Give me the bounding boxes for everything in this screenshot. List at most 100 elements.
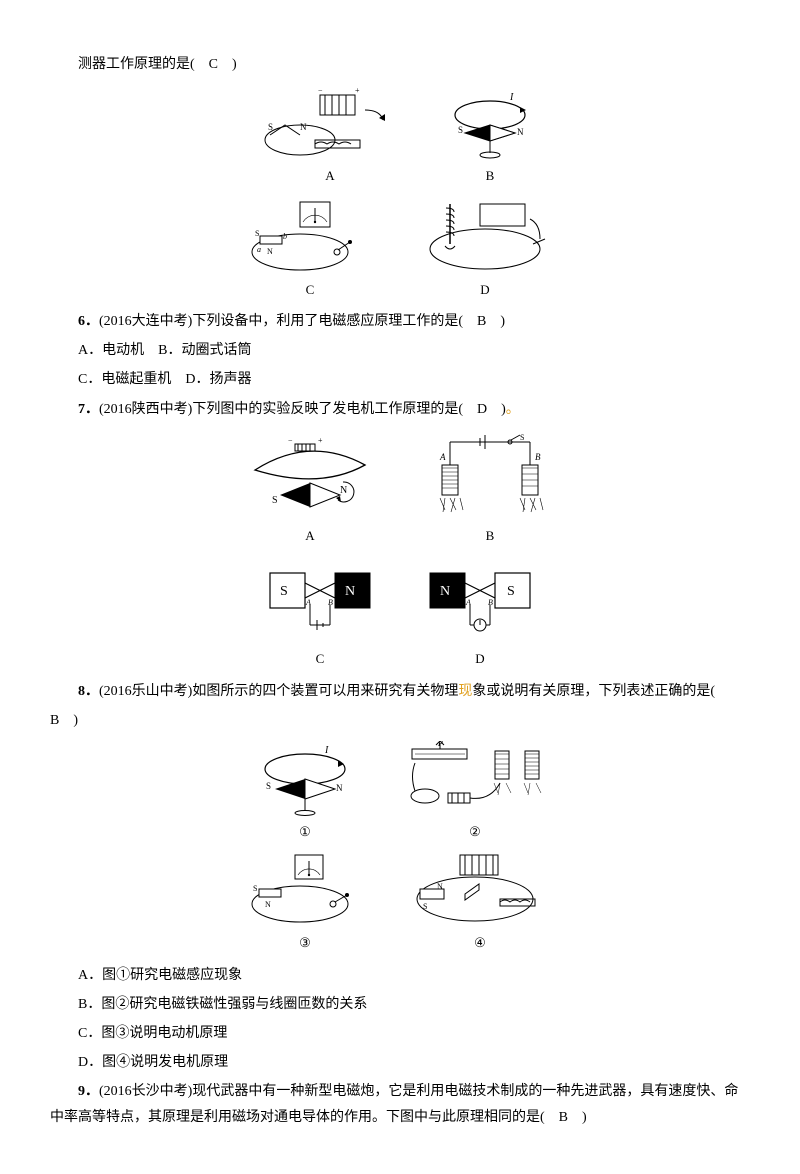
q7-diagram-block: − + S N A S A B	[50, 430, 750, 671]
q7-diag-a: − + S N A	[240, 430, 380, 547]
q8-label-1: ①	[299, 820, 311, 843]
svg-text:S: S	[423, 902, 427, 911]
q8-row2: S N ③ N S ④	[50, 849, 750, 954]
solenoid-crane-icon	[415, 194, 555, 274]
q8-label-4: ④	[474, 931, 486, 954]
q8-answer-line: B )	[50, 708, 750, 733]
q6-src: (2016大连中考)	[99, 314, 192, 329]
motor-battery-icon: N S	[405, 849, 555, 927]
battery-circuit-icon: − + S N	[260, 85, 400, 160]
q5-row2: S N b a C D	[50, 194, 750, 301]
q7-diag-b: S A B B	[420, 430, 560, 547]
svg-text:N: N	[345, 584, 355, 599]
q7-dot: 。	[506, 402, 520, 417]
svg-text:N: N	[336, 783, 343, 793]
svg-text:I: I	[324, 745, 329, 756]
motor-poles-icon: S N A B	[260, 553, 380, 643]
q5-tail: 测器工作原理的是( C )	[50, 52, 750, 77]
q8-diag-2: P ②	[400, 741, 550, 843]
svg-text:A: A	[439, 452, 446, 462]
q5-diagram-block: − + S N A I S N	[50, 85, 750, 301]
svg-text:S: S	[255, 229, 259, 238]
two-solenoid-icon: S A B	[420, 430, 560, 520]
q7-row1: − + S N A S A B	[50, 430, 750, 547]
q7-label-a: A	[305, 524, 314, 547]
q7-label-d: D	[475, 647, 484, 670]
q6-opt-ab: A．电动机 B．动圈式话筒	[50, 338, 750, 363]
q7-row2: S N A B C N S A B	[50, 553, 750, 670]
q8-diag-3: S N ③	[245, 849, 365, 954]
svg-text:B: B	[535, 452, 541, 462]
q9-num: 9．	[78, 1084, 99, 1099]
q6-num: 6．	[78, 314, 99, 329]
q5-diag-d: D	[415, 194, 555, 301]
q5-row1: − + S N A I S N	[50, 85, 750, 187]
q7-label-b: B	[486, 524, 495, 547]
q5-label-c: C	[306, 278, 315, 301]
q8-diag-1: I S N ①	[250, 741, 360, 843]
q8-text1: 如图所示的四个装置可以用来研究有关物理	[192, 684, 458, 699]
svg-text:S: S	[507, 584, 515, 599]
q7-diag-d: N S A B D	[420, 553, 540, 670]
svg-text:N: N	[265, 900, 271, 909]
q8-src: (2016乐山中考)	[99, 684, 192, 699]
svg-text:+: +	[318, 436, 323, 445]
q8-label-2: ②	[469, 820, 481, 843]
q5-diag-a: − + S N A	[260, 85, 400, 187]
svg-text:S: S	[520, 433, 524, 442]
compass-current-icon: I S N	[250, 741, 360, 816]
svg-text:S: S	[266, 781, 271, 791]
q8-opt-d: D．图④说明发电机原理	[50, 1050, 750, 1075]
svg-text:N: N	[300, 122, 307, 132]
svg-text:N: N	[340, 485, 347, 496]
svg-text:b: b	[283, 232, 287, 241]
svg-text:N: N	[440, 584, 450, 599]
svg-text:a: a	[257, 245, 261, 254]
q8-text2: 象或说明有关原理，下列表述正确的是(	[472, 684, 715, 699]
generator-poles-icon: N S A B	[420, 553, 540, 643]
q9-src: (2016长沙中考)	[99, 1084, 192, 1099]
q7-label-c: C	[316, 647, 325, 670]
q6-stem: 6．(2016大连中考)下列设备中，利用了电磁感应原理工作的是( B )	[50, 309, 750, 334]
q7-text: 下列图中的实验反映了发电机工作原理的是( D )	[192, 402, 505, 417]
svg-text:N: N	[517, 127, 524, 137]
q7-src: (2016陕西中考)	[99, 402, 192, 417]
q8-row1: I S N ① P	[50, 741, 750, 843]
induction-meter-icon: S N	[245, 849, 365, 927]
electromagnet-rheostat-icon: P	[400, 741, 550, 816]
q5-label-a: A	[325, 164, 334, 187]
q8-num: 8．	[78, 684, 99, 699]
q7-num: 7．	[78, 402, 99, 417]
q8-opt-c: C．图③说明电动机原理	[50, 1021, 750, 1046]
q8-stem: 8．(2016乐山中考)如图所示的四个装置可以用来研究有关物理现象或说明有关原理…	[50, 679, 750, 704]
compass-loop-icon: − + S N	[240, 430, 380, 520]
q8-label-3: ③	[299, 931, 311, 954]
svg-text:N: N	[267, 247, 273, 256]
q8-opt-b: B．图②研究电磁铁磁性强弱与线圈匝数的关系	[50, 992, 750, 1017]
galvanometer-magnet-icon: S N b a	[245, 194, 375, 274]
q8-opt-a: A．图①研究电磁感应现象	[50, 963, 750, 988]
q5-label-b: B	[486, 164, 495, 187]
svg-text:S: S	[253, 884, 257, 893]
q7-stem: 7．(2016陕西中考)下列图中的实验反映了发电机工作原理的是( D )。	[50, 397, 750, 422]
q8-diagram-block: I S N ① P	[50, 741, 750, 955]
svg-text:S: S	[268, 122, 273, 132]
svg-text:S: S	[280, 584, 288, 599]
svg-text:I: I	[509, 92, 514, 103]
q8-diag-4: N S ④	[405, 849, 555, 954]
q5-diag-b: I S N B	[440, 85, 540, 187]
q5-label-d: D	[480, 278, 489, 301]
compass-wire-icon: I S N	[440, 85, 540, 160]
svg-text:N: N	[437, 882, 443, 891]
q6-opt-cd: C．电磁起重机 D．扬声器	[50, 367, 750, 392]
svg-text:−: −	[318, 86, 323, 95]
svg-text:+: +	[355, 86, 360, 95]
q9-stem: 9．(2016长沙中考)现代武器中有一种新型电磁炮，它是利用电磁技术制成的一种先…	[50, 1079, 750, 1129]
q8-hl: 现	[458, 684, 472, 699]
svg-text:S: S	[272, 495, 278, 506]
svg-text:−: −	[288, 436, 293, 445]
q5-diag-c: S N b a C	[245, 194, 375, 301]
q7-diag-c: S N A B C	[260, 553, 380, 670]
q6-text: 下列设备中，利用了电磁感应原理工作的是( B )	[192, 314, 505, 329]
svg-text:S: S	[458, 125, 463, 135]
